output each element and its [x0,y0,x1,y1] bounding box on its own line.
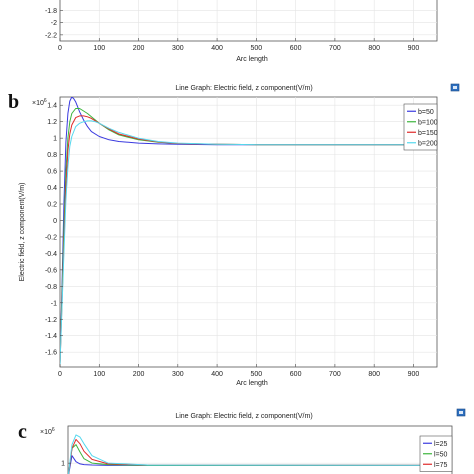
panel-c-series [68,434,452,474]
a-x-tick-label: 800 [368,45,380,52]
c-legend-label: l=75 [434,462,448,469]
b-y-tick-label: 0.8 [47,152,57,159]
b-x-tick-label: 200 [133,371,145,378]
a-x-tick-label: 400 [211,45,223,52]
a-x-tick-label: 200 [133,45,145,52]
b-y-tick-label: 0.4 [47,185,57,192]
panel-c-letter: c [18,421,27,443]
b-y-tick-label: -0.4 [45,251,57,258]
panel-a-grid [60,0,437,41]
b-x-tick-label: 700 [329,371,341,378]
b-legend-label: b=100 [418,119,438,126]
b-x-tick-label: 100 [93,371,105,378]
a-x-tick-label: 900 [408,45,420,52]
b-series-line-1 [60,97,437,365]
a-x-tick-label: 300 [172,45,184,52]
c-series-line-4 [68,434,452,474]
c-legend-label: l=25 [434,441,448,448]
panel-c-legend: l=25 l=50 l=75 [419,435,453,472]
a-y-tick-label: -2.2 [45,32,57,39]
b-y-tick-label: 1 [53,136,57,143]
b-x-tick-label: 300 [172,371,184,378]
panel-a-x-axis-label: Arc length [236,56,268,63]
panel-a: -1.8-2-2.2 0 100 200 300 400 500 600 700 800 900 … [45,0,438,63]
b-x-tick-label: 900 [408,371,420,378]
panel-b: b Line Graph: Electric field, z componen… [8,83,460,387]
panel-b-title: Line Graph: Electric field, z component(… [175,85,312,92]
panel-b-export-icon[interactable] [450,83,460,92]
panel-a-x-ticks: 0 100 200 300 400 500 600 700 800 900 [58,38,419,52]
panel-b-series [60,97,437,365]
panel-b-exponent: ×106 [32,98,47,107]
b-y-tick-label: 0.2 [47,202,57,209]
panel-b-x-ticks: 0 100 200 300 400 500 600 700 800 900 [58,364,419,378]
c-y-tick-label: 1 [61,461,65,468]
panel-c-plot-frame [67,425,453,474]
b-y-tick-label: -1.2 [45,317,57,324]
b-legend-label: b=150 [418,130,438,137]
b-y-tick-label: -0.2 [45,234,57,241]
a-y-tick-label: -2 [51,20,57,27]
panel-c-y-ticks: 1 [61,461,71,468]
panel-b-y-ticks: 1.4 1.2 1 0.8 0.6 0.4 0.2 0 -0.2 -0.4 -0.6 -0.8 -1 -1… [45,103,63,357]
c-legend-label: l=50 [434,451,448,458]
a-x-tick-label: 700 [329,45,341,52]
b-x-tick-label: 0 [58,371,62,378]
b-y-tick-label: 0.6 [47,169,57,176]
b-y-tick-label: 1.4 [47,103,57,110]
panel-b-legend: b=50 b=100 b=150 b=200 [403,103,438,151]
panel-c-exponent: ×106 [40,427,55,436]
panel-a-y-ticks: -1.8 -2 -2.2 [45,8,63,39]
panel-c: c Line Graph: Electric field, z componen… [18,408,466,474]
b-x-tick-label: 800 [368,371,380,378]
b-y-tick-label: -0.8 [45,284,57,291]
b-y-tick-label: -1 [51,300,57,307]
panel-b-y-axis-label: Electric field, z component(V/m) [19,183,26,282]
b-x-tick-label: 500 [251,371,263,378]
panel-b-grid [60,97,437,367]
a-y-tick-label: -1.8 [45,8,57,15]
a-x-tick-label: 600 [290,45,302,52]
panel-b-x-axis-label: Arc length [236,380,268,387]
b-y-tick-label: -0.6 [45,267,57,274]
b-y-tick-label: -1.6 [45,350,57,357]
b-y-tick-label: 0 [53,218,57,225]
b-y-tick-label: 1.2 [47,119,57,126]
b-x-tick-label: 600 [290,371,302,378]
a-x-tick-label: 100 [93,45,105,52]
a-x-tick-label: 500 [251,45,263,52]
b-legend-label: b=50 [418,109,434,116]
panel-c-title: Line Graph: Electric field, z component(… [175,413,312,420]
b-x-tick-label: 400 [211,371,223,378]
b-series-line-4 [60,120,437,365]
b-legend-label: b=200 [418,140,438,147]
a-x-tick-label: 0 [58,45,62,52]
panel-b-letter: b [8,91,19,113]
b-y-tick-label: -1.4 [45,333,57,340]
panel-c-export-icon[interactable] [456,408,466,417]
panel-b-plot-frame [59,96,438,368]
